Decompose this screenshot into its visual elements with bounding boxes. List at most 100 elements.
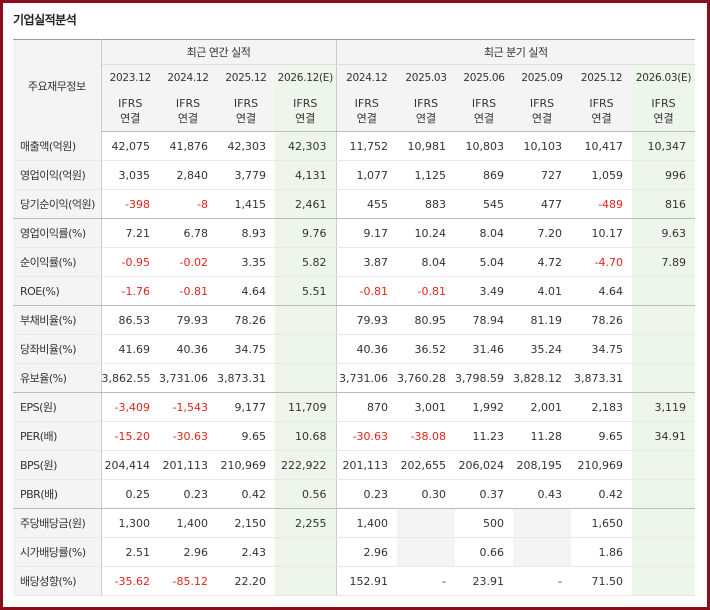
value-cell: -398: [101, 189, 159, 219]
accounting-standard-label: IFRS 연결: [513, 91, 572, 132]
ifrs-label: IFRS: [233, 97, 259, 110]
table-row: 부채비율(%) 86.53 79.93 78.26 79.93 80.95 78.94 81.…: [13, 305, 696, 335]
value-cell: 727: [513, 160, 572, 190]
value-cell: 1,300: [101, 508, 159, 538]
value-cell: [632, 566, 696, 596]
value-cell: 0.30: [397, 479, 456, 509]
table-row: 시가배당률(%) 2.51 2.96 2.43 2.96 0.66 1.86: [13, 537, 696, 567]
table-row: 순이익률(%) -0.95 -0.02 3.35 5.82 3.87 8.04 5.04 4.7…: [13, 247, 696, 277]
row-label: 유보율(%): [13, 363, 102, 393]
value-cell: 5.82: [275, 247, 337, 277]
row-label: 주당배당금(원): [13, 508, 102, 538]
value-cell: 7.20: [513, 218, 572, 248]
value-cell: 3,873.31: [217, 363, 275, 393]
period-header: 2024.12: [159, 64, 217, 91]
ifrs-label: IFRS: [589, 97, 614, 110]
value-cell: 10,347: [632, 131, 696, 161]
value-cell: 204,414: [101, 450, 159, 480]
value-cell: 2,840: [159, 160, 217, 190]
table-row: PBR(배) 0.25 0.23 0.42 0.56 0.23 0.30 0.37 0.43 0.…: [13, 479, 696, 509]
value-cell: -: [513, 566, 572, 596]
row-label: PBR(배): [13, 479, 102, 509]
accounting-standard-label: IFRS 연결: [101, 91, 159, 132]
row-label: 부채비율(%): [13, 305, 102, 335]
value-cell: 10.68: [275, 421, 337, 451]
value-cell: 6.78: [159, 218, 217, 248]
value-cell: 1,400: [159, 508, 217, 538]
row-label: BPS(원): [13, 450, 102, 480]
value-cell: 0.42: [571, 479, 633, 509]
consolidated-label: 연결: [415, 112, 437, 125]
value-cell: -30.63: [159, 421, 217, 451]
value-cell: 2,183: [571, 392, 633, 422]
ifrs-label: IFRS: [354, 97, 379, 110]
value-cell: 3,862.55: [101, 363, 159, 393]
ifrs-label: IFRS: [413, 97, 439, 110]
table-row: 당기순이익(억원) -398 -8 1,415 2,461 455 883 545 477 -48…: [13, 189, 696, 219]
value-cell: 1,059: [571, 160, 633, 190]
value-cell: 10,417: [571, 131, 633, 161]
value-cell: 11.23: [455, 421, 514, 451]
consolidated-label: 연결: [531, 112, 553, 125]
value-cell: -15.20: [101, 421, 159, 451]
period-header: 2023.12: [101, 64, 159, 91]
ifrs-label: IFRS: [529, 97, 555, 110]
value-cell: 42,303: [217, 131, 275, 161]
value-cell: 2,150: [217, 508, 275, 538]
value-cell: 3,119: [632, 392, 696, 422]
value-cell: -0.81: [397, 276, 456, 306]
value-cell: 4,131: [275, 160, 337, 190]
value-cell: -85.12: [159, 566, 217, 596]
value-cell: -8: [159, 189, 217, 219]
value-cell: [275, 566, 337, 596]
value-cell: 23.91: [455, 566, 514, 596]
accounting-standard-label: IFRS 연결: [335, 91, 398, 132]
value-cell: 201,113: [159, 450, 217, 480]
value-cell: 870: [335, 392, 398, 422]
value-cell: 34.75: [571, 334, 633, 364]
value-cell: 2.43: [217, 537, 275, 567]
row-label: 순이익률(%): [13, 247, 102, 277]
value-cell: 545: [455, 189, 514, 219]
value-cell: 7.89: [632, 247, 696, 277]
value-cell: [632, 305, 696, 335]
table-row: 영업이익률(%) 7.21 6.78 8.93 9.76 9.17 10.24 8.04 7.2…: [13, 218, 696, 248]
value-cell: 210,969: [571, 450, 633, 480]
value-cell: 11,709: [275, 392, 337, 422]
value-cell: 80.95: [397, 305, 456, 335]
value-cell: [632, 508, 696, 538]
ifrs-label: IFRS: [175, 97, 201, 110]
value-cell: 869: [455, 160, 514, 190]
value-cell: 9,177: [217, 392, 275, 422]
value-cell: 40.36: [335, 334, 398, 364]
value-cell: -0.81: [159, 276, 217, 306]
value-cell: [275, 363, 337, 393]
value-cell: 8.04: [455, 218, 514, 248]
value-cell: 31.46: [455, 334, 514, 364]
value-cell: 883: [397, 189, 456, 219]
value-cell: -0.02: [159, 247, 217, 277]
value-cell: -489: [571, 189, 633, 219]
value-cell: 11,752: [335, 131, 398, 161]
value-cell: 36.52: [397, 334, 456, 364]
consolidated-label: 연결: [653, 112, 674, 125]
value-cell: 86.53: [101, 305, 159, 335]
ifrs-label: IFRS: [651, 97, 676, 110]
value-cell: 500: [455, 508, 514, 538]
value-cell: 5.04: [455, 247, 514, 277]
value-cell: 0.42: [217, 479, 275, 509]
row-label: 영업이익률(%): [13, 218, 102, 248]
value-cell: 4.72: [513, 247, 572, 277]
table-row: BPS(원) 204,414 201,113 210,969 222,922 201,11…: [13, 450, 696, 480]
period-header: 2025.06: [455, 64, 514, 91]
financial-table: 주요재무정보 최근 연간 실적 최근 분기 실적 2023.12 2024.12 2…: [13, 39, 696, 596]
value-cell: 3,828.12: [513, 363, 572, 393]
value-cell: 34.75: [217, 334, 275, 364]
value-cell: 78.94: [455, 305, 514, 335]
value-cell: 0.66: [455, 537, 514, 567]
value-cell: 3,760.28: [397, 363, 456, 393]
table-row: 영업이익(억원) 3,035 2,840 3,779 4,131 1,077 1,125 86…: [13, 160, 696, 190]
value-cell: 8.93: [217, 218, 275, 248]
value-cell: 9.17: [335, 218, 398, 248]
